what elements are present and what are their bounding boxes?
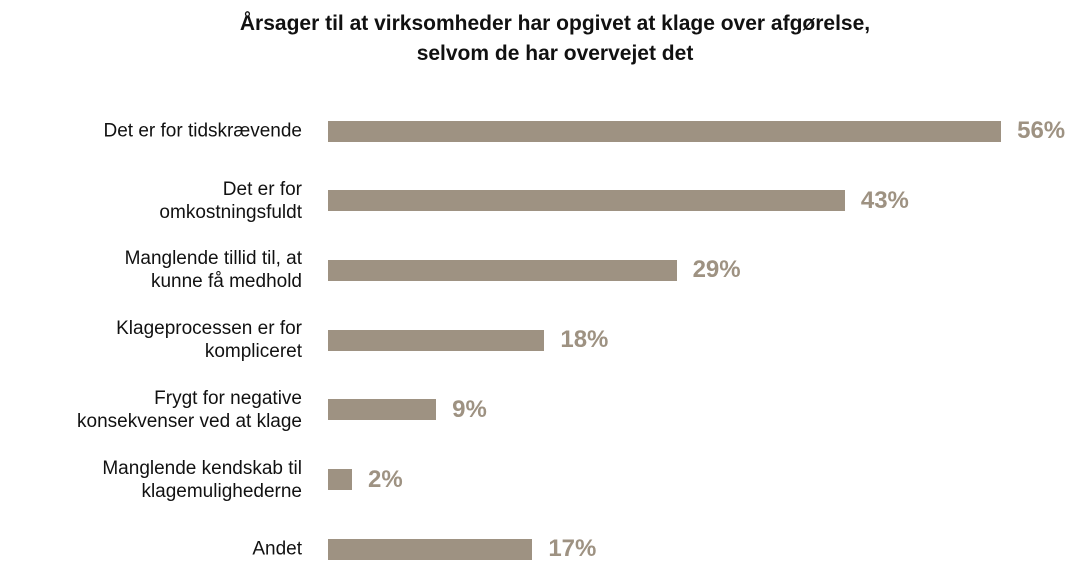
category-label: Det er for omkostningsfuldt [159,178,302,223]
bar [328,190,845,212]
category-label: Manglende kendskab til klagemulighederne [102,457,302,502]
bar [328,259,677,281]
value-label: 43% [860,186,909,214]
chart-title: Årsager til at virksomheder har opgivet … [239,12,871,35]
value-label: 56% [1017,117,1066,144]
value-label: 2% [368,465,403,493]
bar [328,329,545,351]
category-label: Klageprocessen er for kompliceret [116,318,302,363]
category-label: Manglende tillid til, at kunne få medhol… [124,248,302,293]
bar [328,538,533,560]
value-label: 9% [452,395,487,423]
bar [328,399,437,421]
bar [328,120,1002,142]
category-label: Frygt for negative konsekvenser ved at k… [77,387,302,432]
bar [328,469,353,490]
category-label: Andet [252,538,302,560]
value-label: 29% [692,256,741,284]
chart-title: selvom de har overvejet det [416,42,694,65]
category-label: Det er for tidskrævende [103,120,302,142]
value-label: 17% [548,535,597,563]
value-label: 18% [560,326,609,354]
